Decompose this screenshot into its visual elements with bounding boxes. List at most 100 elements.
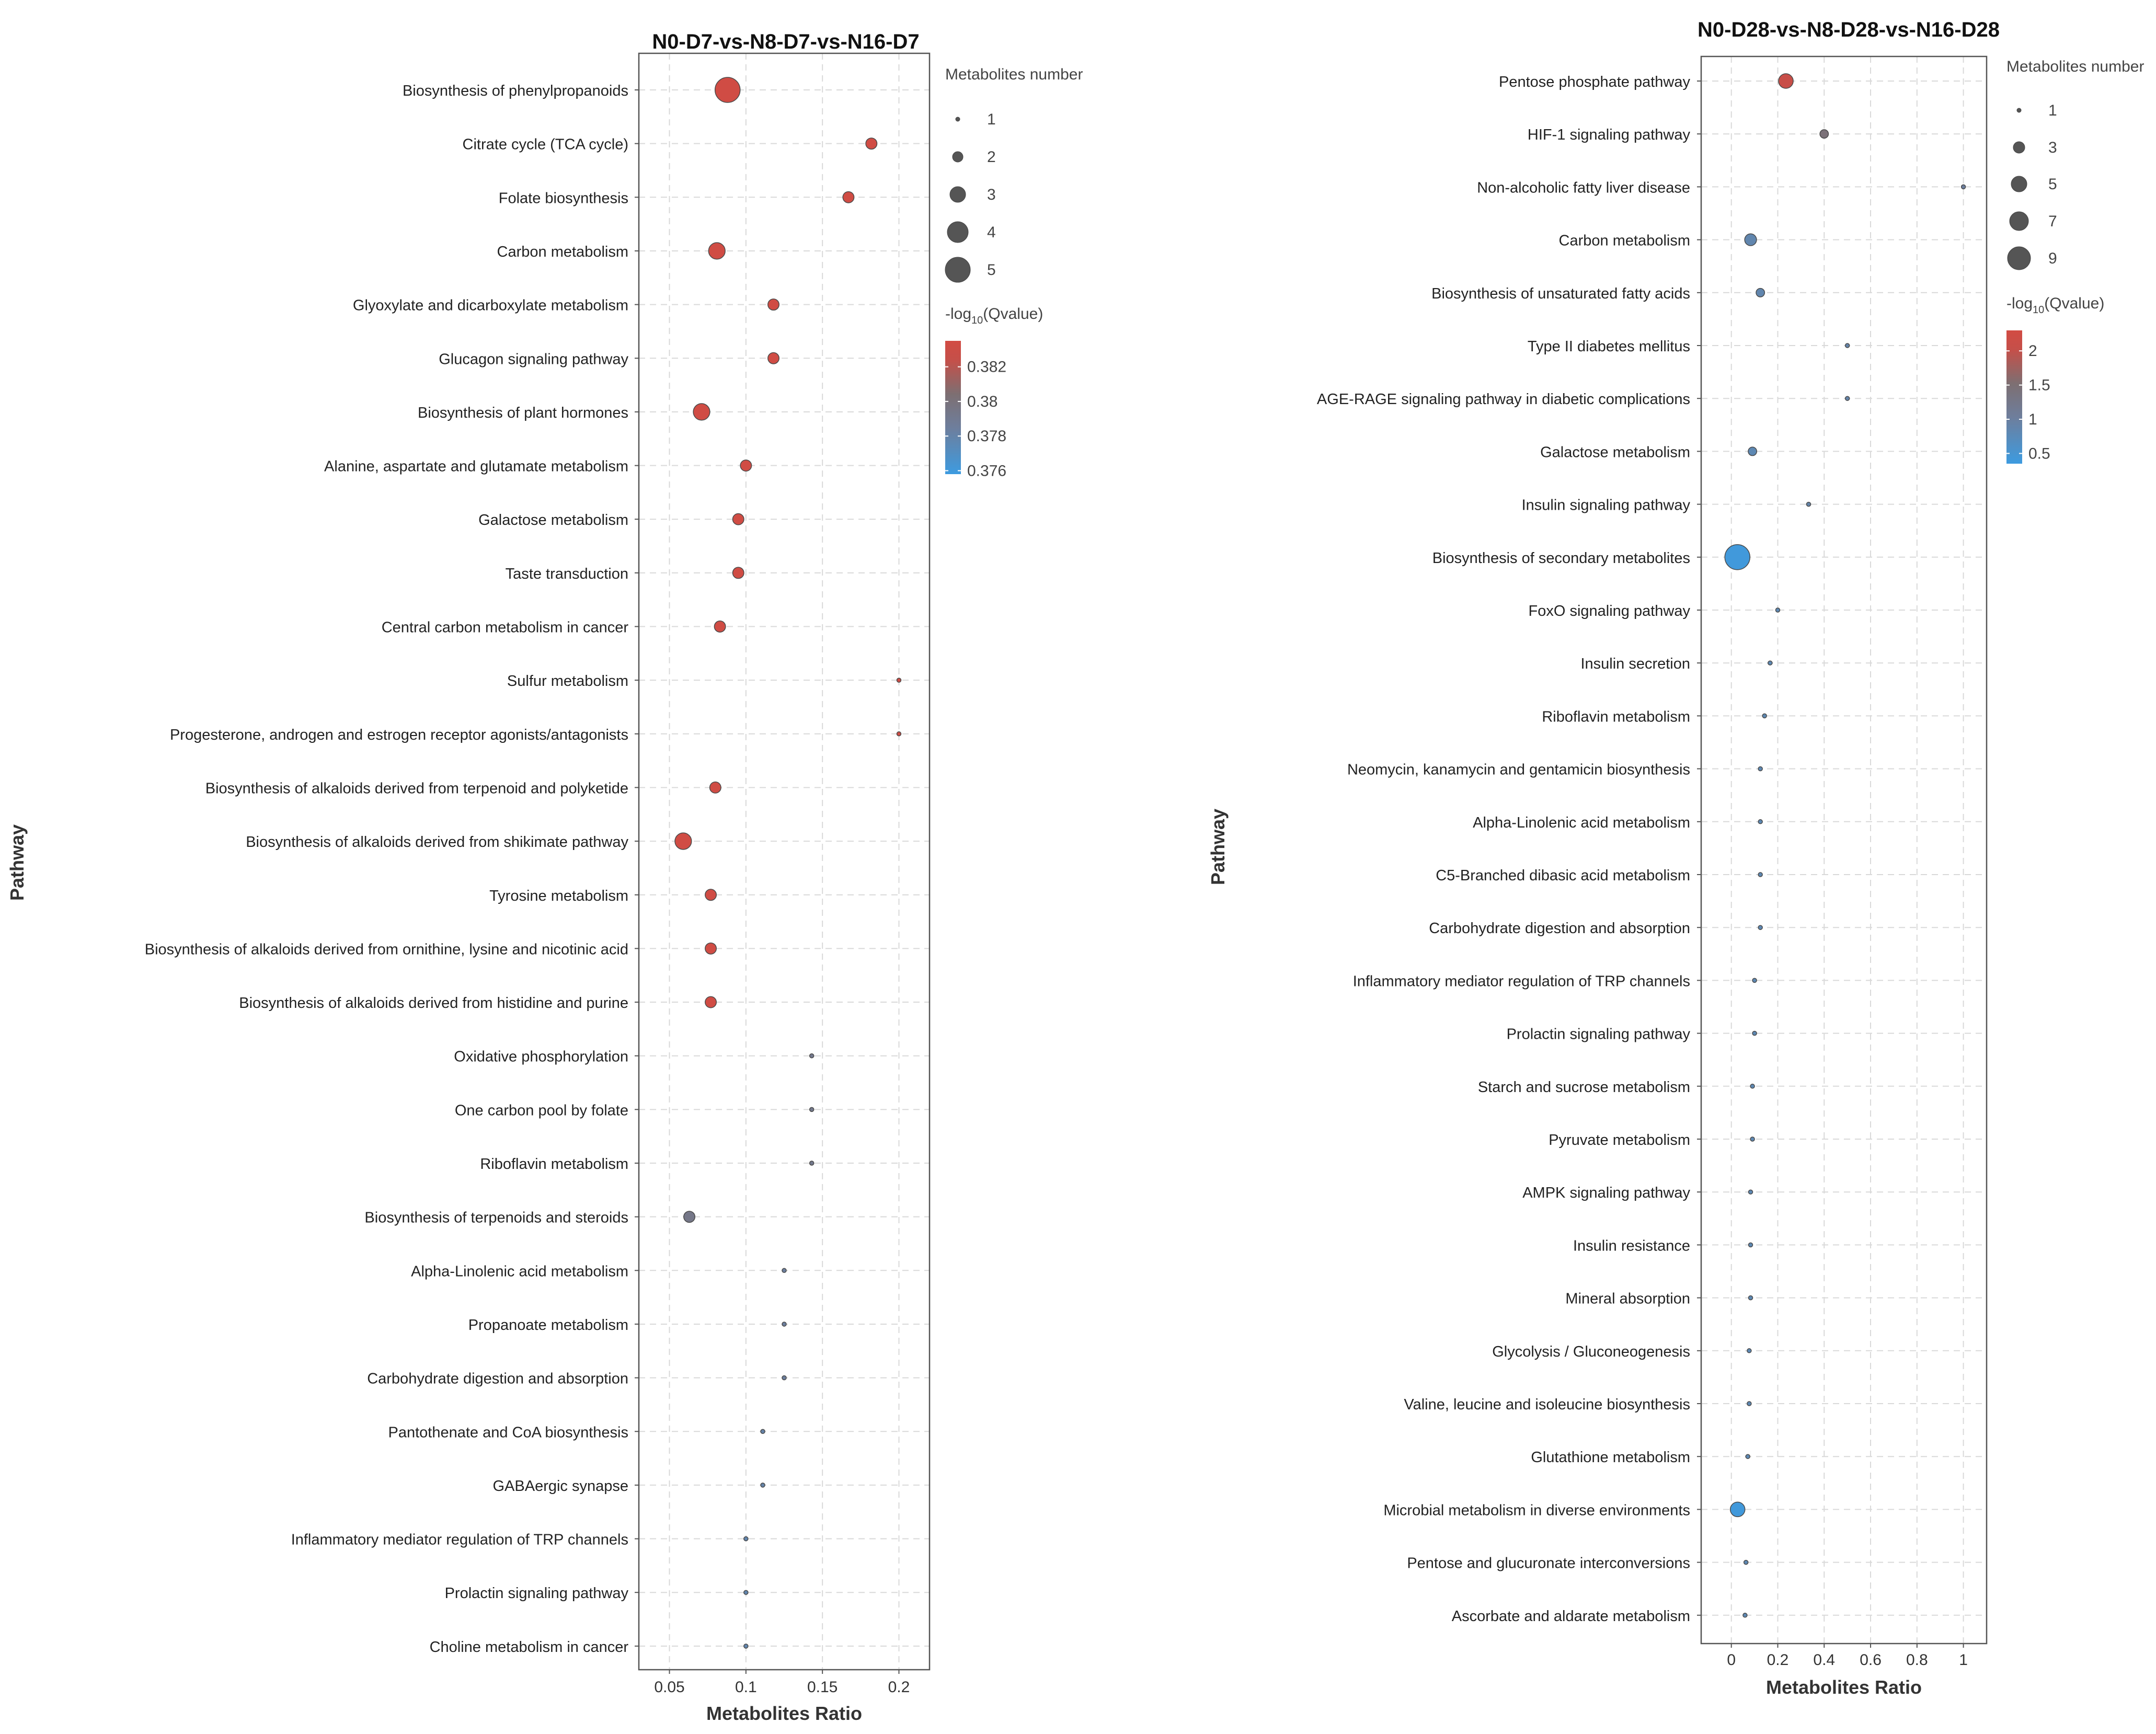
plot-frame [638, 52, 931, 1671]
data-point [1960, 184, 1966, 190]
x-tick-label: 0.4 [1813, 1651, 1835, 1669]
color-bar-label: 1 [2028, 411, 2037, 428]
pathway-label: AGE-RAGE signaling pathway in diabetic c… [1317, 391, 1690, 408]
data-point [842, 191, 855, 203]
pathway-label: Ascorbate and aldarate metabolism [1452, 1608, 1690, 1625]
data-point [1744, 233, 1757, 246]
pathway-label: Biosynthesis of unsaturated fatty acids [1431, 285, 1690, 302]
data-point [896, 677, 902, 683]
pathway-label: Oxidative phosphorylation [454, 1049, 628, 1065]
color-legend-title-main: -log [945, 305, 971, 323]
size-legend-key [949, 186, 966, 203]
data-point [782, 1322, 787, 1327]
data-point [865, 137, 878, 150]
size-legend-key [2016, 108, 2022, 113]
grid-lines [1701, 56, 1987, 1644]
x-tick-label: 0.8 [1906, 1651, 1928, 1669]
data-point [1748, 1242, 1753, 1248]
x-tick-label: 1 [1959, 1651, 1968, 1669]
pathway-label: Tyrosine metabolism [489, 888, 628, 904]
pathway-label: Sulfur metabolism [507, 673, 628, 690]
data-point [709, 781, 721, 794]
pathway-label: Pantothenate and CoA biosynthesis [388, 1424, 629, 1441]
data-point [896, 731, 902, 737]
data-point [732, 567, 744, 579]
pathway-label: Insulin signaling pathway [1522, 497, 1691, 514]
pathway-label: Inflammatory mediator regulation of TRP … [1353, 973, 1690, 990]
data-point [705, 889, 717, 901]
data-point [708, 242, 726, 260]
pathway-label: Insulin resistance [1573, 1237, 1690, 1254]
size-legend-key [2013, 141, 2025, 154]
data-point [714, 77, 741, 103]
size-legend-label: 5 [987, 261, 996, 279]
pathway-label: Glucagon signaling pathway [439, 351, 628, 368]
pathway-label: Galactose metabolism [478, 512, 628, 529]
data-point [743, 1590, 749, 1595]
pathway-label: Biosynthesis of plant hormones [418, 405, 628, 421]
chart-title: N0-D7-vs-N8-D7-vs-N16-D7 [652, 30, 919, 53]
color-legend-title-main: -log [2006, 295, 2033, 312]
color-bar-label: 1.5 [2028, 377, 2050, 394]
size-legend-title: Metabolites number [2006, 58, 2144, 75]
data-point [1758, 766, 1763, 772]
pathway-label: Galactose metabolism [1540, 444, 1690, 461]
data-point [1758, 819, 1763, 824]
pathway-label: Carbohydrate digestion and absorption [367, 1371, 628, 1387]
pathway-label: Glutathione metabolism [1531, 1449, 1690, 1466]
size-legend-label: 7 [2048, 213, 2057, 230]
data-point [1748, 1295, 1753, 1301]
color-legend-title: -log10(Qvalue) [945, 305, 1043, 326]
x-tick-label: 0.6 [1860, 1651, 1882, 1669]
data-point [740, 460, 752, 472]
pathway-label: Biosynthesis of secondary metabolites [1432, 550, 1690, 567]
data-point [1844, 343, 1850, 348]
plot-frame [1700, 55, 1988, 1645]
data-point [1762, 713, 1767, 719]
chart-panel-d28: N0-D28-vs-N8-D28-vs-N16-D28 Pentose phosp… [1207, 18, 2144, 1698]
pathway-label: Folate biosynthesis [499, 190, 628, 206]
color-bar-label: 0.38 [967, 393, 997, 410]
x-tick-label: 0 [1727, 1651, 1736, 1669]
color-legend-title-sub: 10 [971, 315, 983, 326]
x-tick-label: 0.2 [1767, 1651, 1789, 1669]
pathway-label: One carbon pool by folate [455, 1102, 628, 1119]
data-point [1729, 1501, 1746, 1518]
pathway-label: Type II diabetes mellitus [1528, 338, 1690, 355]
chart-panel-d7: N0-D7-vs-N8-D7-vs-N16-D7 Biosynthesis of … [6, 30, 1083, 1724]
size-legend-key [955, 117, 960, 122]
pathway-label: Pentose and glucuronate interconversions [1407, 1555, 1690, 1572]
size-legend-key [947, 221, 969, 243]
data-point [705, 942, 717, 955]
data-point [1750, 1084, 1755, 1089]
grid-lines [639, 53, 930, 1670]
pathway-label: Mineral absorption [1565, 1291, 1690, 1307]
size-legend-key [2009, 211, 2029, 231]
pathway-label: Pyruvate metabolism [1549, 1132, 1690, 1149]
pathway-label: Insulin secretion [1580, 656, 1690, 672]
data-point [1724, 544, 1750, 570]
pathway-label: Central carbon metabolism in cancer [382, 619, 629, 636]
size-legend-label: 9 [2048, 250, 2057, 267]
data-point [809, 1107, 815, 1112]
pathway-label: Biosynthesis of alkaloids derived from o… [145, 941, 628, 958]
pathway-label: Riboflavin metabolism [480, 1156, 628, 1173]
x-axis-label: Metabolites Ratio [1766, 1676, 1922, 1698]
pathway-label: Carbon metabolism [1559, 233, 1690, 249]
data-point [674, 832, 692, 850]
data-point [683, 1211, 696, 1223]
data-point [1747, 1401, 1752, 1406]
size-legend-key [2007, 246, 2031, 270]
pathway-label: Carbohydrate digestion and absorption [1429, 920, 1690, 937]
pathway-label: Microbial metabolism in diverse environm… [1383, 1502, 1690, 1519]
pathway-label: Alanine, aspartate and glutamate metabol… [324, 458, 628, 475]
pathway-label: Prolactin signaling pathway [445, 1585, 629, 1602]
size-legend-key [945, 257, 971, 283]
pathway-label: AMPK signaling pathway [1522, 1185, 1690, 1201]
pathway-label: Prolactin signaling pathway [1507, 1026, 1691, 1043]
pathway-label: Glyoxylate and dicarboxylate metabolism [353, 297, 628, 314]
color-legend-title-rest: (Qvalue) [983, 305, 1043, 323]
y-axis-label: Pathway [6, 824, 28, 901]
data-point [1742, 1613, 1748, 1618]
chart-title: N0-D28-vs-N8-D28-vs-N16-D28 [1698, 18, 2000, 41]
